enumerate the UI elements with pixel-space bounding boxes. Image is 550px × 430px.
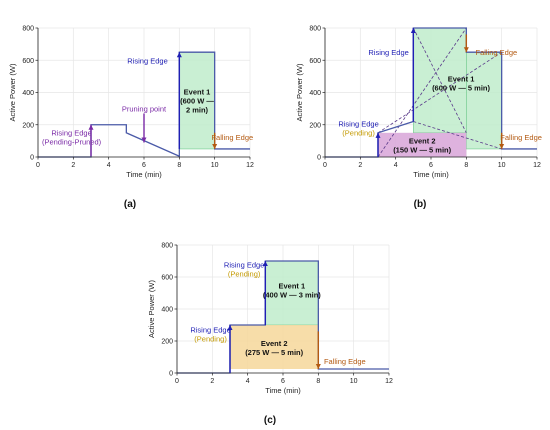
y-tick-label: 800 xyxy=(309,26,321,33)
x-tick-label: 8 xyxy=(177,162,181,169)
chart-panel: Event 1(600 W —2 min) 0 2 4 6 8 10 12 0 200 400 600… xyxy=(8,26,254,211)
x-tick-label: 0 xyxy=(175,378,179,385)
event-region xyxy=(466,51,502,150)
y-tick-label: 400 xyxy=(22,90,34,97)
x-tick-label: 8 xyxy=(316,378,320,385)
x-tick-label: 0 xyxy=(323,162,327,169)
event-label: Event 1 xyxy=(448,74,475,83)
y-tick-label: 800 xyxy=(22,26,34,33)
y-tick-label: 200 xyxy=(161,339,173,346)
edge-arrow-head xyxy=(141,137,147,143)
dashed-guide xyxy=(377,27,467,158)
edge-arrow-head xyxy=(463,47,469,53)
panel-caption: (a) xyxy=(124,199,136,210)
x-tick-label: 12 xyxy=(533,162,541,169)
edge-annotation-label: (Pending) xyxy=(342,128,375,137)
event-label: (400 W — 3 min) xyxy=(263,290,321,299)
edge-arrow-head xyxy=(410,28,416,33)
edge-annotation-label: Falling Edge xyxy=(476,48,518,57)
edge-arrow-head xyxy=(227,325,233,330)
x-tick-label: 2 xyxy=(358,162,362,169)
edge-annotation-label: Rising Edge xyxy=(338,119,378,128)
x-tick-label: 2 xyxy=(210,378,214,385)
event-label: Event 2 xyxy=(409,136,436,145)
y-axis-label: Active Power (W) xyxy=(8,63,17,121)
y-tick-label: 400 xyxy=(309,90,321,97)
event-region xyxy=(265,260,319,326)
edge-annotation-label: Rising Edge xyxy=(224,261,264,270)
x-tick-label: 6 xyxy=(281,378,285,385)
edge-annotation-label: Rising Edge xyxy=(127,56,167,65)
x-tick-label: 6 xyxy=(142,162,146,169)
event-label: Event 2 xyxy=(261,339,288,348)
y-tick-label: 800 xyxy=(161,243,173,250)
dashed-guide xyxy=(413,121,502,150)
edge-arrow-head xyxy=(176,52,182,58)
y-tick-label: 200 xyxy=(309,122,321,129)
y-tick-label: 400 xyxy=(161,307,173,314)
x-tick-label: 0 xyxy=(36,162,40,169)
chart-panel: Event 1(400 W — 3 min) Event 2(275 W — 5 … xyxy=(147,243,393,427)
edge-arrow-head xyxy=(262,261,268,266)
event-region xyxy=(378,132,467,157)
event-region xyxy=(179,51,215,150)
edge-annotation-label: Falling Edge xyxy=(324,357,366,366)
edge-annotation-label: (Pending) xyxy=(194,334,227,343)
edge-arrow-head xyxy=(499,143,505,149)
x-tick-label: 4 xyxy=(394,162,398,169)
edge-annotation-label: Pruning point xyxy=(122,105,167,114)
x-tick-label: 12 xyxy=(246,162,254,169)
edge-annotation-label: Falling Edge xyxy=(500,133,542,142)
dashed-guide xyxy=(412,27,467,133)
event-label: Event 1 xyxy=(184,88,211,97)
y-axis-label: Active Power (W) xyxy=(147,280,156,338)
x-tick-label: 10 xyxy=(498,162,506,169)
event-label: (600 W — xyxy=(180,97,214,106)
x-tick-label: 12 xyxy=(385,378,393,385)
y-tick-label: 600 xyxy=(22,58,34,65)
x-tick-label: 4 xyxy=(246,378,250,385)
edge-arrow-head xyxy=(212,143,218,149)
y-tick-label: 0 xyxy=(169,371,173,378)
event-label: (150 W — 5 min) xyxy=(393,145,451,154)
edge-arrow-head xyxy=(88,124,94,130)
panel-caption: (b) xyxy=(414,199,427,210)
event-label: Event 1 xyxy=(278,281,305,290)
y-tick-label: 600 xyxy=(161,275,173,282)
y-tick-label: 600 xyxy=(309,58,321,65)
x-tick-label: 10 xyxy=(211,162,219,169)
y-tick-label: 200 xyxy=(22,122,34,129)
chart-panel: Event 1(600 W — 5 min) Event 2(150 W — 5 … xyxy=(295,26,542,211)
x-tick-label: 4 xyxy=(107,162,111,169)
y-axis-label: Active Power (W) xyxy=(295,63,304,121)
edge-annotation-label: Rising Edge xyxy=(190,325,230,334)
event-label: (275 W — 5 min) xyxy=(245,348,303,357)
edge-annotation-label: Rising Edge xyxy=(51,128,91,137)
x-axis-label: Time (min) xyxy=(413,170,449,179)
edge-annotation-label: (Pending-Pruned) xyxy=(42,137,102,146)
y-tick-label: 0 xyxy=(317,155,321,162)
edge-arrow-head xyxy=(375,132,381,138)
x-tick-label: 2 xyxy=(71,162,75,169)
x-tick-label: 8 xyxy=(464,162,468,169)
event-region xyxy=(230,325,319,369)
x-tick-label: 10 xyxy=(350,378,358,385)
edge-annotation-label: Rising Edge xyxy=(368,48,408,57)
panel-caption: (c) xyxy=(264,415,276,426)
edge-arrow-head xyxy=(315,364,321,369)
x-tick-label: 6 xyxy=(429,162,433,169)
y-tick-label: 0 xyxy=(30,155,34,162)
x-axis-label: Time (min) xyxy=(265,386,301,395)
event-label: 2 min) xyxy=(186,106,209,115)
edge-annotation-label: Falling Edge xyxy=(211,133,253,142)
edge-annotation-label: (Pending) xyxy=(228,270,261,279)
x-axis-label: Time (min) xyxy=(126,170,162,179)
event-label: (600 W — 5 min) xyxy=(432,83,490,92)
